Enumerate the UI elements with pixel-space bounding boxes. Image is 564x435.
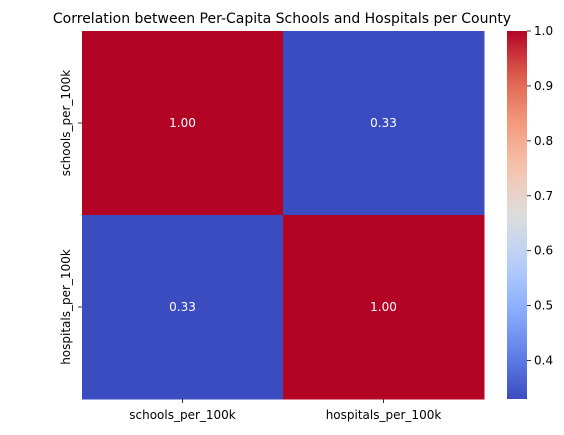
colorbar-tick-label: 0.9 bbox=[534, 79, 553, 93]
heatmap-cells bbox=[82, 31, 485, 400]
y-tick-label: hospitals_per_100k bbox=[59, 249, 73, 365]
colorbar-tick-label: 0.5 bbox=[534, 299, 553, 313]
cell-value-label: 1.00 bbox=[370, 300, 397, 314]
chart-title: Correlation between Per-Capita Schools a… bbox=[53, 11, 511, 27]
colorbar-tick-label: 0.7 bbox=[534, 189, 553, 203]
x-tick-label: schools_per_100k bbox=[129, 408, 236, 422]
colorbar-tick-label: 0.6 bbox=[534, 244, 553, 258]
x-axis-ticks: schools_per_100k hospitals_per_100k bbox=[129, 399, 441, 422]
heatmap-cell bbox=[82, 215, 284, 400]
colorbar-tick-label: 0.8 bbox=[534, 134, 553, 148]
cell-value-label: 0.33 bbox=[169, 300, 196, 314]
cell-value-label: 1.00 bbox=[169, 116, 196, 130]
colorbar-tick-label: 0.4 bbox=[534, 354, 553, 368]
y-tick-label: schools_per_100k bbox=[59, 70, 73, 177]
cell-value-label: 0.33 bbox=[370, 116, 397, 130]
heatmap-cell-labels: 1.00 0.33 0.33 1.00 bbox=[169, 116, 397, 314]
y-axis-ticks: schools_per_100k hospitals_per_100k bbox=[59, 70, 82, 365]
colorbar-tick-label: 1.0 bbox=[534, 24, 553, 38]
heatmap-cell bbox=[283, 31, 485, 216]
colorbar-ticks: 0.4 0.5 0.6 0.7 0.8 0.9 1.0 bbox=[527, 24, 553, 368]
colorbar bbox=[507, 31, 527, 399]
heatmap-cell bbox=[283, 215, 485, 400]
heatmap-cell bbox=[82, 31, 284, 216]
x-tick-label: hospitals_per_100k bbox=[326, 408, 442, 422]
